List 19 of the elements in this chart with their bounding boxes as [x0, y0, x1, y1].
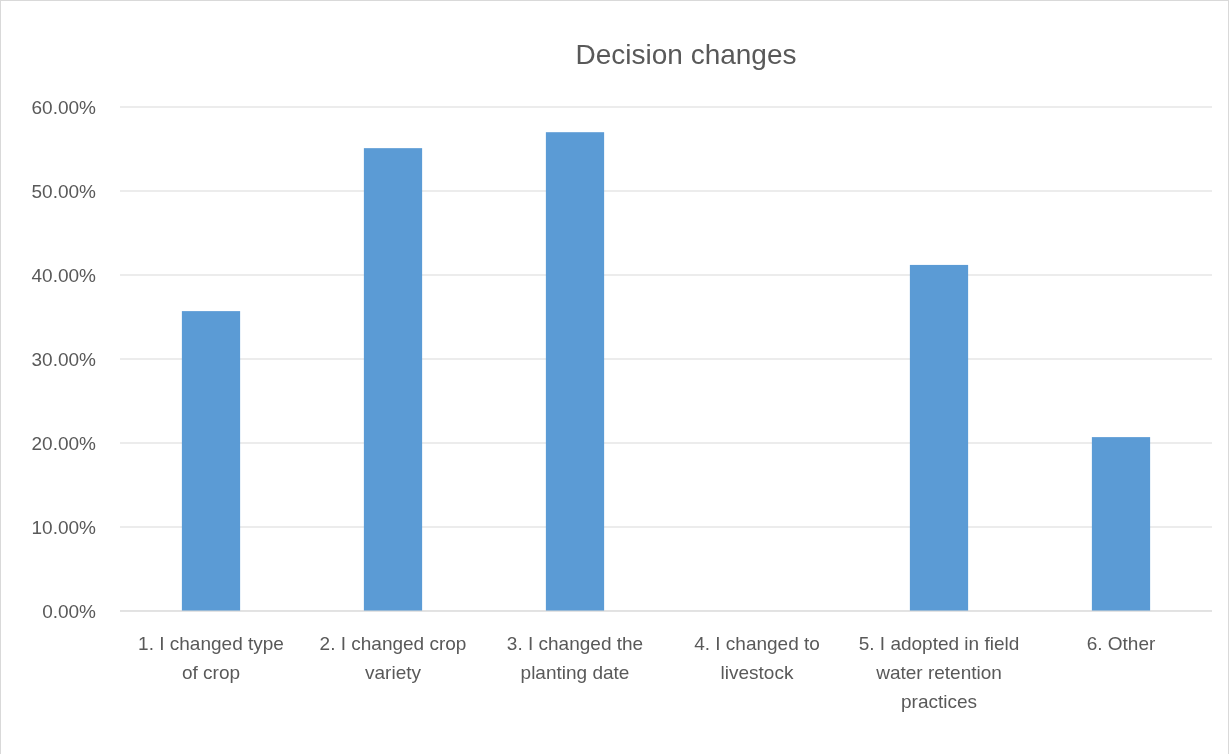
y-tick-label: 0.00%	[42, 600, 97, 622]
bar	[545, 132, 605, 611]
bar	[363, 148, 423, 611]
y-tick-label: 30.00%	[31, 348, 97, 370]
bar	[909, 264, 969, 611]
x-tick-label: 5. I adopted in field water retention practices	[858, 633, 1020, 712]
x-tick-label: 3. I changed the planting date	[506, 633, 644, 683]
chart-title: Decision changes	[575, 39, 797, 70]
y-tick-label: 20.00%	[31, 432, 97, 454]
y-tick-label: 50.00%	[31, 180, 97, 202]
y-tick-label: 40.00%	[31, 264, 97, 286]
y-tick-label: 10.00%	[31, 516, 97, 538]
x-tick-label: 4. I changed to livestock	[694, 633, 820, 683]
bar	[181, 311, 241, 611]
x-tick-label: 2. I changed crop variety	[319, 633, 467, 683]
y-tick-label: 60.00%	[31, 96, 97, 118]
x-tick-label: 1. I changed type of crop	[138, 633, 284, 683]
x-tick-label: 6. Other	[1086, 633, 1156, 654]
bar	[1091, 437, 1151, 611]
